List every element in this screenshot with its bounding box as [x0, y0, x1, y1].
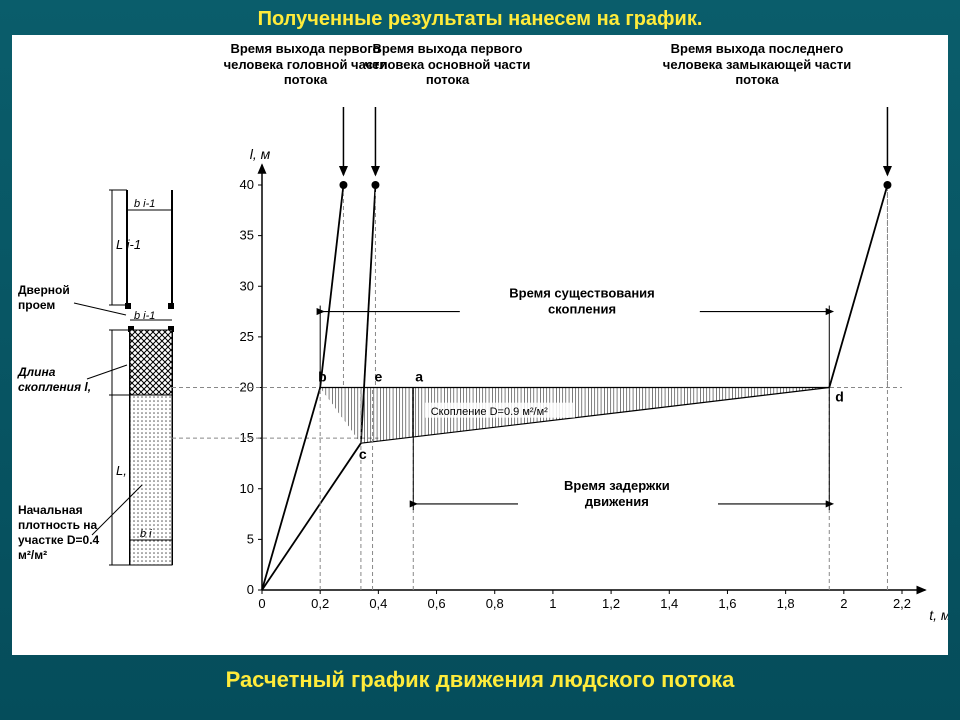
svg-text:Время задержки: Время задержки — [564, 478, 670, 493]
svg-text:35: 35 — [240, 228, 254, 243]
accum-len-label: Длина скопления l, — [18, 365, 98, 395]
svg-text:Время существования: Время существования — [509, 286, 655, 301]
svg-text:0,4: 0,4 — [369, 596, 387, 611]
svg-text:1,2: 1,2 — [602, 596, 620, 611]
chart-svg: b i-1 L i-1 b i-1 L, b i l, мt, мин05101… — [12, 35, 948, 655]
svg-text:0,2: 0,2 — [311, 596, 329, 611]
svg-text:1: 1 — [549, 596, 556, 611]
svg-text:1,6: 1,6 — [718, 596, 736, 611]
svg-text:40: 40 — [240, 177, 254, 192]
svg-text:2,2: 2,2 — [893, 596, 911, 611]
svg-text:25: 25 — [240, 329, 254, 344]
svg-text:5: 5 — [247, 531, 254, 546]
svg-text:d: d — [835, 389, 844, 405]
svg-text:Скопление D=0.9 м²/м²: Скопление D=0.9 м²/м² — [431, 406, 548, 418]
svg-text:b: b — [318, 369, 327, 385]
svg-text:скопления: скопления — [548, 302, 616, 317]
svg-text:10: 10 — [240, 481, 254, 496]
chart-panel: Время выхода первого человека головной ч… — [12, 35, 948, 655]
col2-label: Время выхода первого человека основной ч… — [360, 41, 535, 88]
svg-text:0: 0 — [247, 582, 254, 597]
page-title: Полученные результаты нанесем на график. — [0, 0, 960, 35]
b-i-bot: b i — [140, 528, 152, 540]
svg-text:t, мин: t, мин — [929, 607, 948, 623]
svg-text:30: 30 — [240, 278, 254, 293]
svg-text:0,8: 0,8 — [486, 596, 504, 611]
svg-text:1,4: 1,4 — [660, 596, 678, 611]
L-i1: L i-1 — [116, 237, 141, 252]
L-bot: L, — [116, 463, 127, 478]
bottom-title: Расчетный график движения людского поток… — [0, 655, 960, 705]
svg-text:1,8: 1,8 — [777, 596, 795, 611]
b-i1-mid: b i-1 — [134, 310, 155, 322]
b-i1-top: b i-1 — [134, 198, 155, 210]
door-label: Дверной проем — [18, 283, 88, 313]
svg-text:0: 0 — [258, 596, 265, 611]
svg-text:c: c — [359, 446, 367, 462]
svg-text:l, м: l, м — [250, 146, 271, 162]
svg-text:2: 2 — [840, 596, 847, 611]
col3-label: Время выхода последнего человека замыкаю… — [657, 41, 857, 88]
svg-text:e: e — [375, 369, 383, 385]
main-plot: l, мt, мин051015202530354000,20,40,60,81… — [172, 107, 948, 623]
svg-text:a: a — [415, 369, 423, 385]
svg-text:0,6: 0,6 — [428, 596, 446, 611]
density-label: Начальная плотность на участке D=0.4 м²/… — [18, 503, 108, 563]
svg-text:движения: движения — [585, 494, 649, 509]
